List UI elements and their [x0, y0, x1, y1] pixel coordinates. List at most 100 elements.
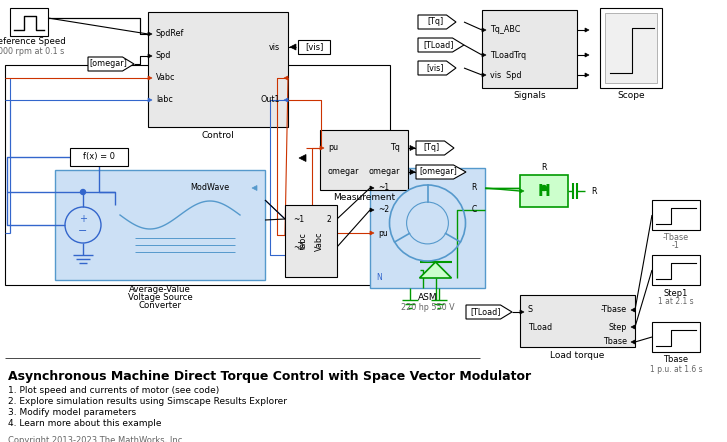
Text: 3. Modify model parameters: 3. Modify model parameters	[8, 408, 136, 417]
Polygon shape	[418, 61, 456, 75]
Text: omegar: omegar	[328, 168, 359, 176]
Bar	[70, 148, 128, 166]
Text: Tbase: Tbase	[603, 338, 627, 347]
Text: R: R	[591, 187, 596, 195]
Text: R: R	[541, 163, 547, 171]
Text: f(x) = 0: f(x) = 0	[83, 152, 115, 161]
Bar	[285, 205, 337, 277]
Text: Iabc: Iabc	[156, 95, 173, 104]
Text: Scope: Scope	[617, 91, 645, 100]
Polygon shape	[482, 73, 486, 77]
Bar	[298, 40, 330, 54]
Text: vis: vis	[269, 42, 280, 52]
Bar	[10, 8, 48, 36]
Text: 1000 rpm at 0.1 s: 1000 rpm at 0.1 s	[0, 46, 65, 56]
Text: [TLoad]: [TLoad]	[424, 41, 454, 50]
Polygon shape	[482, 53, 486, 57]
Circle shape	[81, 190, 86, 194]
Text: Converter: Converter	[139, 301, 182, 310]
Bar	[652, 255, 700, 285]
Bar	[605, 13, 657, 83]
Polygon shape	[370, 208, 374, 212]
Text: Step: Step	[608, 323, 627, 332]
Text: 220 hp 550 V: 220 hp 550 V	[401, 304, 454, 312]
Bar	[5, 65, 390, 285]
Polygon shape	[284, 76, 288, 80]
Polygon shape	[370, 231, 374, 235]
Text: N: N	[376, 274, 382, 282]
Polygon shape	[148, 54, 152, 58]
Text: Tq_ABC: Tq_ABC	[490, 26, 521, 34]
Polygon shape	[466, 305, 512, 319]
Text: Measurement: Measurement	[333, 194, 395, 202]
Text: [omegar]: [omegar]	[419, 168, 457, 176]
Text: Control: Control	[201, 130, 234, 140]
Text: 2. Explore simulation results using Simscape Results Explorer: 2. Explore simulation results using Sims…	[8, 397, 287, 406]
Text: -Tbase: -Tbase	[601, 305, 627, 315]
Text: -1: -1	[672, 241, 680, 251]
Polygon shape	[631, 308, 635, 312]
Polygon shape	[585, 53, 589, 57]
Polygon shape	[284, 98, 288, 102]
Text: ~1: ~1	[378, 183, 389, 193]
Text: Iabc: Iabc	[299, 232, 308, 249]
Text: TLoad: TLoad	[528, 323, 552, 332]
Text: Out1: Out1	[260, 95, 280, 104]
Text: -Tbase: -Tbase	[663, 233, 689, 243]
Text: [vis]: [vis]	[305, 42, 324, 52]
Text: Load torque: Load torque	[550, 351, 605, 359]
Polygon shape	[416, 141, 454, 155]
Polygon shape	[148, 98, 152, 102]
Polygon shape	[148, 32, 152, 36]
Bar	[55, 170, 265, 280]
Polygon shape	[416, 165, 466, 179]
Text: Asynchronous Machine Direct Torque Control with Space Vector Modulator: Asynchronous Machine Direct Torque Contr…	[8, 370, 531, 383]
Polygon shape	[585, 73, 589, 77]
Polygon shape	[148, 76, 152, 80]
Polygon shape	[88, 57, 134, 71]
Text: 1 p.u. at 1.6 s: 1 p.u. at 1.6 s	[650, 365, 702, 373]
Bar	[652, 200, 700, 230]
Text: H: H	[538, 183, 550, 198]
Text: 1 at 2.1 s: 1 at 2.1 s	[658, 297, 694, 306]
Text: omegar: omegar	[369, 168, 400, 176]
Text: [TLoad]: [TLoad]	[471, 308, 501, 316]
Polygon shape	[370, 186, 374, 190]
Text: pu: pu	[378, 229, 387, 237]
Polygon shape	[299, 155, 306, 161]
Bar	[520, 295, 635, 347]
Text: −: −	[79, 226, 88, 236]
Text: SpdRef: SpdRef	[156, 30, 185, 38]
Polygon shape	[631, 325, 635, 329]
Polygon shape	[585, 28, 589, 32]
Polygon shape	[419, 262, 451, 278]
Bar	[482, 10, 577, 88]
Text: Average-Value: Average-Value	[129, 286, 191, 294]
Text: Copyright 2013-2023 The MathWorks, Inc.: Copyright 2013-2023 The MathWorks, Inc.	[8, 436, 185, 442]
Polygon shape	[320, 146, 324, 150]
Text: ASM: ASM	[418, 293, 438, 302]
Text: pu: pu	[328, 144, 338, 152]
Text: 4. Learn more about this example: 4. Learn more about this example	[8, 419, 161, 428]
Polygon shape	[410, 145, 415, 150]
Polygon shape	[418, 38, 464, 52]
Text: [vis]: [vis]	[426, 64, 443, 72]
Polygon shape	[418, 15, 456, 29]
Polygon shape	[410, 169, 415, 175]
Bar	[600, 8, 662, 88]
Text: [omegar]: [omegar]	[89, 60, 128, 69]
Bar	[652, 322, 700, 352]
Text: Spd: Spd	[156, 52, 172, 61]
Polygon shape	[482, 28, 486, 32]
Text: Voltage Source: Voltage Source	[128, 293, 193, 302]
Text: Tq: Tq	[390, 144, 400, 152]
Text: Tbase: Tbase	[664, 355, 688, 365]
Text: vis  Spd: vis Spd	[490, 71, 521, 80]
Bar	[520, 175, 568, 207]
Text: C: C	[472, 206, 477, 214]
Text: R: R	[472, 183, 477, 193]
Text: S: S	[528, 305, 533, 315]
Text: Vabc: Vabc	[315, 231, 324, 251]
Polygon shape	[520, 310, 524, 314]
Polygon shape	[290, 44, 296, 50]
